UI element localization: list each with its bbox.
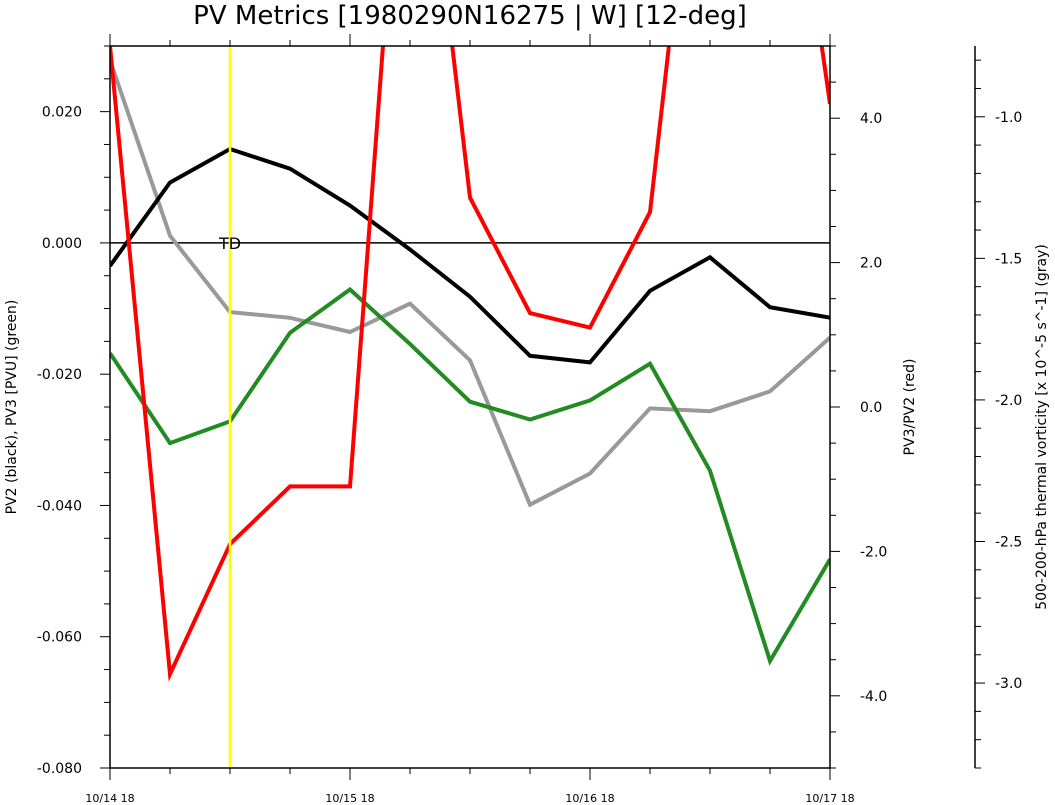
x-axis-tick-label: 10/17 18: [805, 792, 854, 805]
pv-ratio-line: [110, 46, 830, 682]
x-axis-tick-label: 10/14 18: [85, 792, 134, 805]
left-axis-tick-label: -0.040: [37, 498, 82, 514]
x-axis-tick-label: 10/16 18: [565, 792, 614, 805]
x-axis-tick-label: 10/15 18: [325, 792, 374, 805]
right-axis-tick-label: -4.0: [860, 689, 887, 705]
vorticity-axis-tick-label: -1.0: [995, 110, 1022, 126]
right-axis-label: PV3/PV2 (red): [902, 359, 918, 456]
left-axis-label: PV2 (black), PV3 [PVU] (green): [4, 300, 20, 515]
right-axis-tick-label: -2.0: [860, 544, 887, 560]
axes-layer: 0.020 0.000 -0.020 -0.040 -0.060 -0.080 PV2 (b…: [4, 34, 1050, 805]
left-axis-tick-label: -0.060: [37, 630, 82, 646]
left-axis-tick-label: -0.020: [37, 367, 82, 383]
series-layer: [110, 46, 830, 768]
pv3-line: [110, 286, 830, 666]
vorticity-axis-tick-label: -2.0: [995, 393, 1022, 409]
thermal-vorticity-line: [110, 59, 830, 508]
storm-type-annotation: TD: [218, 234, 241, 253]
right-axis-tick-label: 4.0: [860, 111, 882, 127]
vorticity-axis-tick-label: -2.5: [995, 534, 1022, 550]
chart-title: PV Metrics [1980290N16275 | W] [12-deg]: [193, 1, 747, 31]
vorticity-axis-tick-label: -3.0: [995, 676, 1022, 692]
vorticity-axis-label: 500-200-hPa thermal vorticity [x 10^-5 s…: [1034, 244, 1050, 610]
vorticity-axis-tick-label: -1.5: [995, 251, 1022, 267]
left-axis-tick-label: 0.020: [42, 105, 82, 121]
left-axis-tick-label: -0.080: [37, 761, 82, 777]
right-axis-tick-label: 2.0: [860, 256, 882, 272]
left-axis-tick-label: 0.000: [42, 236, 82, 252]
right-axis-tick-label: 0.0: [860, 400, 882, 416]
